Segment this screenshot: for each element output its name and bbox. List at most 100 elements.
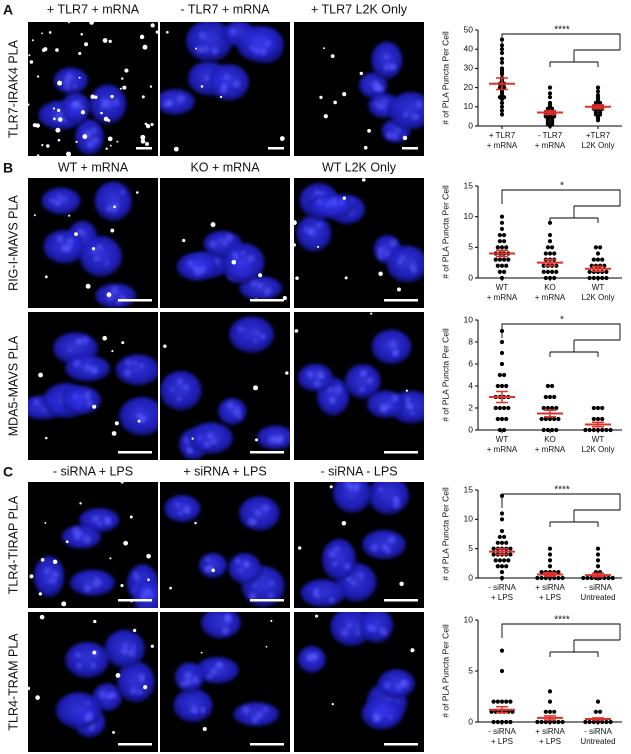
scale-bar (250, 743, 284, 746)
data-point (595, 405, 601, 411)
data-point (499, 214, 505, 219)
nucleolus (386, 134, 392, 140)
nucleolus (350, 580, 356, 586)
nucleolus (127, 649, 136, 657)
puncta (211, 568, 216, 573)
nucleus (160, 89, 195, 115)
data-point (552, 719, 557, 725)
puncta (329, 485, 333, 489)
data-point (556, 416, 561, 422)
data-point (497, 372, 502, 378)
data-point (539, 575, 544, 581)
data-point (502, 405, 507, 411)
micrograph (294, 612, 424, 752)
puncta (231, 259, 237, 265)
scale-bar (118, 451, 152, 454)
nucleolus (340, 629, 349, 637)
panel-label: A (3, 2, 13, 18)
nucleus (359, 612, 394, 643)
data-point (502, 239, 507, 244)
data-point (547, 123, 553, 129)
y-axis-label: # of PLA Puncta Per Cell (440, 31, 450, 125)
nucleolus (219, 86, 228, 94)
puncta (396, 287, 401, 292)
data-point (552, 251, 557, 256)
column-header: + TLR7 L2K Only (311, 2, 408, 16)
nucleolus (347, 483, 355, 491)
nucleolus (92, 581, 99, 588)
puncta (84, 42, 89, 47)
data-point (497, 405, 502, 411)
nucleolus (50, 577, 57, 584)
nucleolus (44, 567, 51, 574)
puncta (166, 30, 169, 34)
y-tick-label: 0 (468, 120, 473, 130)
nucleus (116, 661, 155, 703)
data-point (504, 719, 509, 725)
nucleolus (132, 360, 138, 365)
nucleolus (84, 390, 92, 398)
x-tick-label: +TLR7 (586, 131, 611, 140)
x-tick-label: + mRNA (535, 445, 566, 454)
puncta (66, 151, 72, 156)
nucleolus (254, 509, 262, 517)
x-tick-label: L2K Only (582, 445, 615, 454)
micrograph (160, 482, 290, 608)
nucleolus (259, 47, 268, 55)
y-tick-label: 20 (464, 82, 474, 92)
nucleolus (328, 549, 336, 558)
data-point (541, 427, 546, 433)
data-point (554, 405, 559, 411)
puncta (29, 60, 34, 64)
data-point (499, 263, 505, 268)
puncta (142, 44, 148, 50)
data-point (499, 72, 505, 77)
data-point (508, 699, 513, 704)
nucleolus (73, 99, 82, 108)
data-point (508, 546, 513, 551)
micrograph (28, 612, 158, 752)
data-point (600, 405, 605, 411)
nucleolus (254, 330, 260, 336)
puncta (74, 232, 78, 237)
data-point (581, 575, 586, 581)
nucleolus (221, 626, 230, 635)
nucleus (173, 688, 213, 723)
puncta (44, 275, 48, 279)
nucleolus (399, 254, 406, 261)
puncta (330, 54, 335, 58)
nucleus (65, 641, 110, 679)
data-point (595, 552, 601, 557)
column-header: WT L2K Only (322, 160, 397, 174)
puncta (41, 32, 43, 35)
data-point (499, 719, 505, 725)
column-header: + siRNA + LPS (183, 464, 266, 478)
data-point (493, 558, 498, 563)
data-point (539, 719, 544, 725)
nucleolus (377, 252, 385, 260)
nucleolus (374, 101, 381, 107)
nucleolus (191, 676, 199, 684)
nucleolus (262, 706, 269, 712)
data-point (543, 719, 548, 725)
nucleolus (72, 394, 78, 399)
nucleus (160, 370, 202, 411)
puncta (200, 651, 203, 654)
data-point (610, 575, 615, 581)
puncta (315, 614, 319, 618)
nucleolus (202, 45, 210, 53)
row-label: TLR4-TIRAP PLA (6, 495, 20, 594)
nucleolus (76, 662, 83, 669)
data-point (587, 269, 592, 274)
puncta (123, 540, 128, 546)
data-point (593, 245, 599, 250)
nucleolus (186, 446, 193, 453)
puncta (80, 110, 86, 115)
nucleolus (229, 28, 237, 36)
puncta (323, 114, 328, 119)
nucleolus (226, 401, 235, 410)
nucleolus (249, 45, 255, 51)
puncta (112, 730, 116, 734)
data-point (504, 564, 509, 569)
panel-label: C (3, 464, 13, 480)
